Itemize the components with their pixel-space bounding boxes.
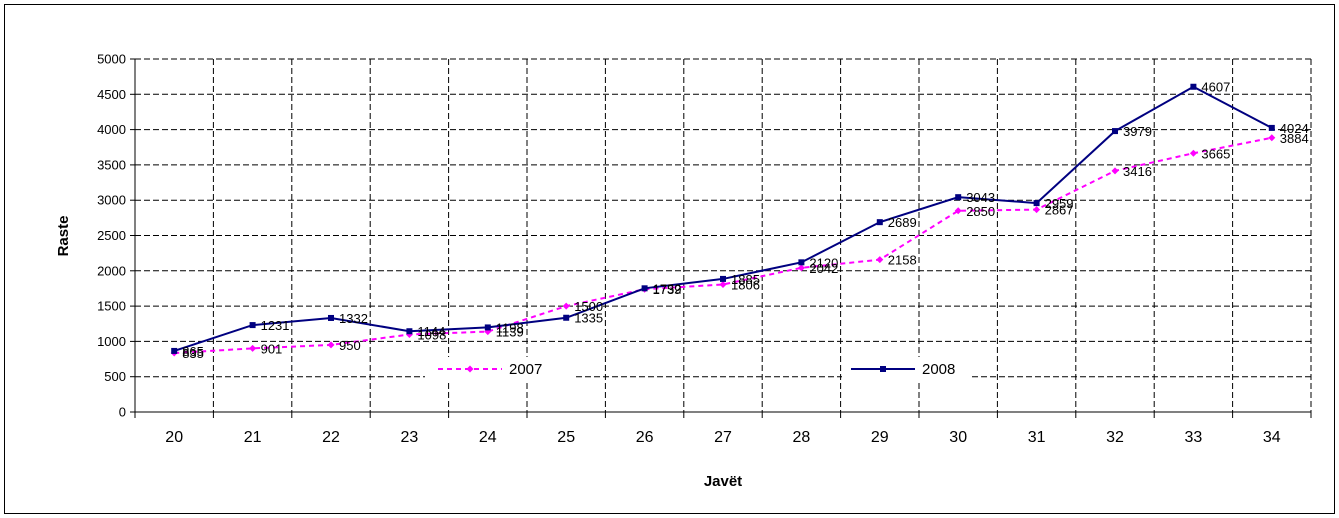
data-label-2008: 1335 bbox=[574, 311, 603, 326]
x-tick-label: 32 bbox=[1106, 429, 1124, 446]
point-2008 bbox=[798, 259, 805, 266]
y-tick-label: 500 bbox=[104, 369, 126, 384]
y-tick-label: 2000 bbox=[97, 263, 126, 278]
data-label-2008: 1752 bbox=[653, 281, 682, 296]
point-2008 bbox=[1190, 83, 1197, 90]
x-tick-label: 31 bbox=[1028, 429, 1046, 446]
data-label-2007: 2850 bbox=[966, 204, 995, 219]
data-label-2008: 1231 bbox=[261, 318, 290, 333]
point-2008 bbox=[641, 285, 648, 292]
y-tick-label: 4000 bbox=[97, 122, 126, 137]
data-label-2008: 865 bbox=[182, 344, 204, 359]
y-tick-label: 4500 bbox=[97, 87, 126, 102]
legend-marker-2008 bbox=[880, 366, 886, 372]
legend-label-2008: 2008 bbox=[922, 361, 955, 378]
data-label-2007: 950 bbox=[339, 338, 361, 353]
data-label-2008: 3043 bbox=[966, 190, 995, 205]
point-2007 bbox=[954, 207, 962, 215]
point-2008 bbox=[249, 322, 256, 329]
x-tick-label: 22 bbox=[322, 429, 340, 446]
point-2008 bbox=[720, 275, 726, 282]
legend: 2007 2008 bbox=[425, 357, 970, 381]
point-2008 bbox=[406, 328, 413, 335]
data-label-2007: 3884 bbox=[1280, 131, 1309, 146]
legend-label-2007: 2007 bbox=[509, 361, 542, 378]
point-2007 bbox=[1268, 134, 1276, 142]
point-2008 bbox=[955, 194, 962, 201]
y-tick-label: 0 bbox=[119, 405, 126, 420]
x-tick-label: 24 bbox=[479, 429, 497, 446]
point-2008 bbox=[1268, 124, 1275, 131]
x-tick-label: 23 bbox=[401, 429, 419, 446]
point-2007 bbox=[797, 264, 805, 272]
data-label-2008: 1332 bbox=[339, 311, 368, 326]
x-axis-title: Javët bbox=[704, 473, 742, 490]
x-tick-label: 28 bbox=[793, 429, 811, 446]
x-tick-label: 25 bbox=[557, 429, 575, 446]
x-tick-label: 20 bbox=[165, 429, 183, 446]
point-2007 bbox=[719, 280, 727, 288]
data-label-2007: 2158 bbox=[888, 253, 917, 268]
x-tick-label: 33 bbox=[1185, 429, 1203, 446]
axes bbox=[130, 58, 1312, 418]
x-tick-label: 30 bbox=[949, 429, 967, 446]
chart-frame bbox=[4, 4, 1335, 514]
x-tick-labels: 20 21 22 23 24 25 26 27 28 29 30 31 32 33 34 bbox=[165, 429, 1280, 446]
point-2008 bbox=[171, 347, 178, 354]
y-tick-label: 5000 bbox=[97, 52, 126, 67]
data-label-2008: 1144 bbox=[417, 324, 445, 339]
y-axis-title: Raste bbox=[55, 216, 72, 257]
data-label-2008: 4607 bbox=[1201, 80, 1230, 95]
data-label-2008: 2120 bbox=[809, 255, 838, 270]
data-label-2007: 2867 bbox=[1045, 203, 1074, 218]
point-2008 bbox=[1033, 200, 1040, 207]
x-tick-label: 21 bbox=[244, 429, 262, 446]
legend-marker-2007 bbox=[466, 365, 474, 373]
data-label-2007: 2042 bbox=[809, 261, 838, 276]
data-label-2008: 3979 bbox=[1123, 124, 1152, 139]
series-group bbox=[170, 83, 1276, 357]
point-2008 bbox=[1112, 128, 1118, 135]
data-label-2008: 2689 bbox=[888, 215, 917, 230]
x-tick-label: 27 bbox=[714, 429, 732, 446]
point-2007 bbox=[1111, 167, 1119, 175]
point-2008 bbox=[328, 314, 334, 321]
data-label-2007: 1139 bbox=[496, 325, 524, 340]
data-label-2007: 1500 bbox=[574, 299, 603, 314]
point-2007 bbox=[1189, 149, 1197, 157]
data-label-2008: 1198 bbox=[496, 320, 524, 335]
point-2008 bbox=[484, 324, 491, 331]
gridlines bbox=[135, 58, 1312, 412]
point-2008 bbox=[876, 219, 883, 226]
point-2007 bbox=[249, 344, 257, 352]
data-label-2007: 3416 bbox=[1123, 164, 1152, 179]
x-tick-label: 34 bbox=[1263, 429, 1281, 446]
data-label-2007: 1739 bbox=[653, 282, 682, 297]
data-label-2007: 901 bbox=[261, 341, 283, 356]
y-tick-label: 3000 bbox=[97, 193, 126, 208]
data-label-2008: 2959 bbox=[1045, 196, 1074, 211]
data-labels: 835 901 950 1098 1139 1500 1739 1806 2042 2158 285… bbox=[182, 80, 1309, 361]
data-label-2008: 1885 bbox=[731, 272, 760, 287]
data-label-2007: 3665 bbox=[1201, 146, 1230, 161]
data-label-2007: 1098 bbox=[417, 327, 446, 342]
point-2007 bbox=[1033, 206, 1041, 214]
point-2007 bbox=[562, 302, 570, 310]
series-line-2007 bbox=[174, 136, 1272, 355]
point-2008 bbox=[563, 314, 570, 321]
y-tick-label: 2500 bbox=[97, 228, 126, 243]
data-label-2007: 1806 bbox=[731, 277, 760, 292]
x-tick-label: 26 bbox=[636, 429, 654, 446]
y-tick-label: 1500 bbox=[97, 299, 126, 314]
point-2007 bbox=[876, 256, 884, 264]
x-tick-label: 29 bbox=[871, 429, 889, 446]
y-tick-labels: 0 500 1000 1500 2000 2500 3000 3500 4000 4500 5000 bbox=[97, 52, 126, 420]
data-label-2007: 835 bbox=[182, 346, 204, 361]
y-tick-label: 1000 bbox=[97, 334, 126, 349]
data-label-2008: 4024 bbox=[1280, 121, 1309, 136]
point-2007 bbox=[327, 341, 335, 349]
y-tick-label: 3500 bbox=[97, 157, 126, 172]
